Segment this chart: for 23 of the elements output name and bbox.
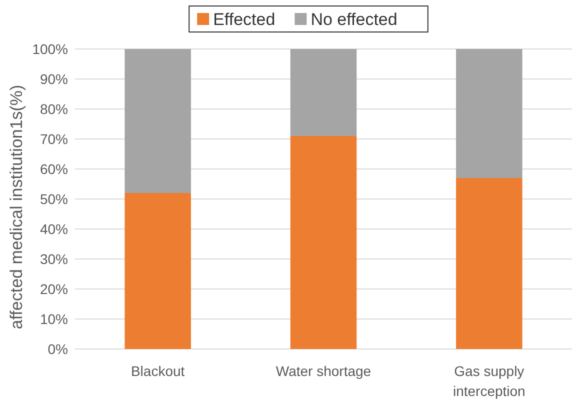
bar — [456, 178, 522, 349]
y-axis-title: affected medical institution1s(%) — [7, 84, 26, 330]
y-tick-label: 20% — [40, 280, 68, 297]
bar — [456, 49, 522, 178]
bar — [290, 49, 357, 136]
y-tick-label: 10% — [40, 310, 68, 327]
bar — [124, 193, 191, 349]
legend-label: No effected — [310, 10, 398, 29]
y-tick-label: 50% — [40, 190, 68, 207]
legend-label: Effected — [213, 10, 276, 29]
y-tick-label: 70% — [40, 130, 68, 147]
y-tick-label: 60% — [40, 160, 68, 177]
y-tick-label: 40% — [40, 220, 68, 237]
bar — [124, 49, 191, 193]
y-tick-label: 80% — [40, 100, 68, 117]
x-tick-label: Water shortage — [276, 363, 372, 379]
y-tick-label: 100% — [32, 40, 68, 57]
x-tick-label: Gas supply interception — [452, 363, 526, 399]
bar — [290, 136, 357, 349]
y-tick-label: 0% — [48, 340, 68, 357]
y-tick-label: 90% — [40, 70, 68, 87]
x-tick-label: Blackout — [130, 363, 185, 379]
y-tick-label: 30% — [40, 250, 68, 267]
